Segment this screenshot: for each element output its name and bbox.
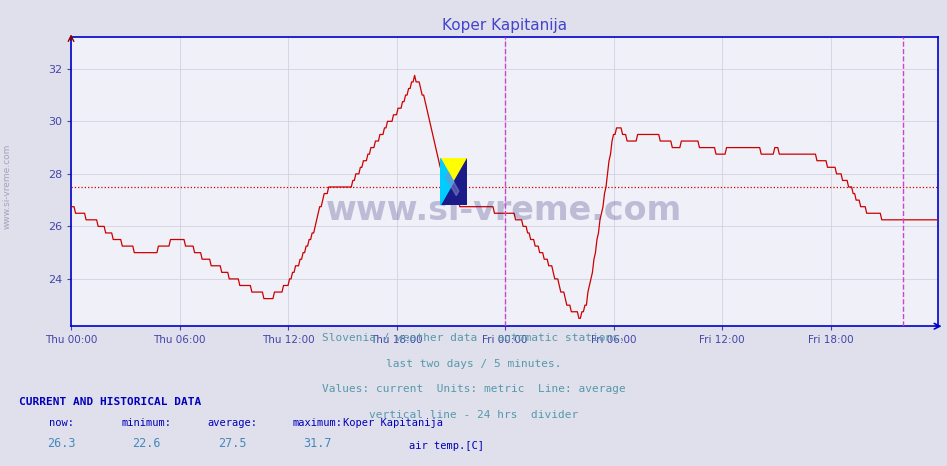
Text: now:: now: xyxy=(49,418,74,428)
Text: Values: current  Units: metric  Line: average: Values: current Units: metric Line: aver… xyxy=(322,384,625,394)
Text: 26.3: 26.3 xyxy=(47,438,76,450)
Text: 27.5: 27.5 xyxy=(218,438,246,450)
Text: 31.7: 31.7 xyxy=(303,438,331,450)
Text: maximum:: maximum: xyxy=(293,418,342,428)
Text: average:: average: xyxy=(207,418,257,428)
Text: 22.6: 22.6 xyxy=(133,438,161,450)
Polygon shape xyxy=(446,172,459,196)
Text: CURRENT AND HISTORICAL DATA: CURRENT AND HISTORICAL DATA xyxy=(19,397,201,407)
Text: air temp.[C]: air temp.[C] xyxy=(409,441,484,452)
Polygon shape xyxy=(440,158,467,205)
Polygon shape xyxy=(440,158,467,205)
Text: minimum:: minimum: xyxy=(122,418,171,428)
Polygon shape xyxy=(440,158,454,205)
Text: www.si-vreme.com: www.si-vreme.com xyxy=(3,144,12,229)
Text: Slovenia / weather data - automatic stations.: Slovenia / weather data - automatic stat… xyxy=(322,333,625,343)
Text: vertical line - 24 hrs  divider: vertical line - 24 hrs divider xyxy=(369,410,578,420)
Text: Koper Kapitanija: Koper Kapitanija xyxy=(343,418,443,428)
Title: Koper Kapitanija: Koper Kapitanija xyxy=(441,18,567,34)
Text: last two days / 5 minutes.: last two days / 5 minutes. xyxy=(385,359,562,369)
Text: www.si-vreme.com: www.si-vreme.com xyxy=(326,194,683,227)
